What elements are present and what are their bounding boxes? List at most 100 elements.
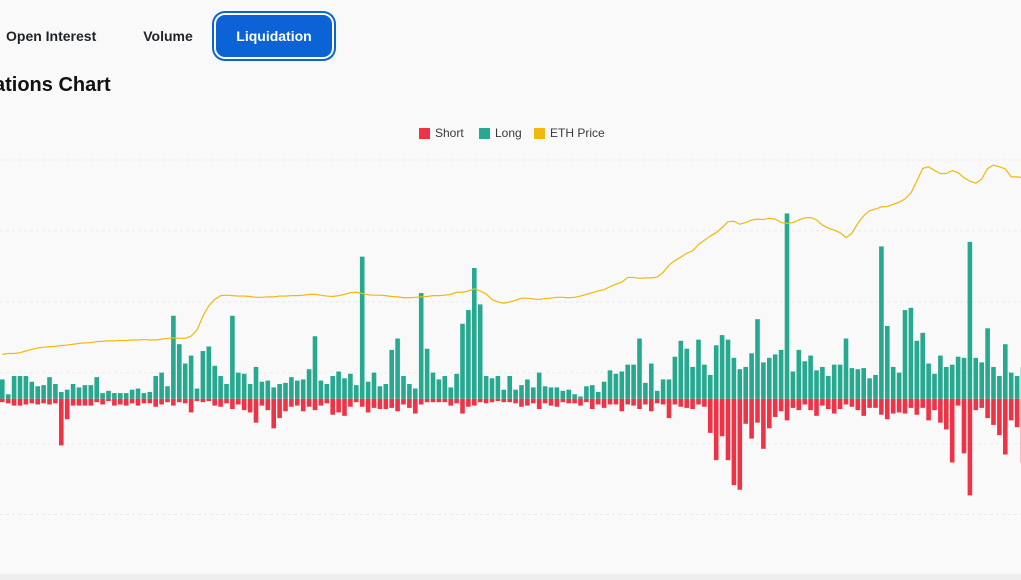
short-bar[interactable] xyxy=(961,398,967,454)
short-bar[interactable] xyxy=(873,398,878,408)
short-bar[interactable] xyxy=(100,398,105,405)
short-bar[interactable] xyxy=(230,398,235,410)
short-bar[interactable] xyxy=(554,398,560,407)
short-bar[interactable] xyxy=(265,398,271,411)
short-bar[interactable] xyxy=(902,398,908,414)
long-bar[interactable] xyxy=(253,366,259,399)
short-bar[interactable] xyxy=(672,398,678,405)
long-bar[interactable] xyxy=(985,328,990,399)
short-bar[interactable] xyxy=(41,398,46,404)
long-bar[interactable] xyxy=(637,338,642,399)
long-bar[interactable] xyxy=(1008,372,1014,399)
long-bar[interactable] xyxy=(595,391,601,399)
long-bar[interactable] xyxy=(519,385,524,399)
long-bar[interactable] xyxy=(542,386,548,399)
short-bar[interactable] xyxy=(365,398,371,413)
short-bar[interactable] xyxy=(536,398,542,410)
long-bar[interactable] xyxy=(926,363,931,399)
short-bar[interactable] xyxy=(613,398,619,405)
short-bar[interactable] xyxy=(59,398,64,446)
long-bar[interactable] xyxy=(241,373,247,399)
long-bar[interactable] xyxy=(820,366,825,399)
short-bar[interactable] xyxy=(194,398,200,402)
short-bar[interactable] xyxy=(619,398,625,412)
long-bar[interactable] xyxy=(660,379,666,399)
long-bar[interactable] xyxy=(94,377,99,399)
long-bar[interactable] xyxy=(212,365,217,399)
short-bar[interactable] xyxy=(5,398,11,404)
short-bar[interactable] xyxy=(601,398,607,408)
long-bar[interactable] xyxy=(436,379,442,399)
short-bar[interactable] xyxy=(112,398,117,406)
short-bar[interactable] xyxy=(401,398,406,405)
short-bar[interactable] xyxy=(802,398,807,405)
long-bar[interactable] xyxy=(749,353,754,399)
short-bar[interactable] xyxy=(82,398,88,406)
long-bar[interactable] xyxy=(395,338,400,399)
short-bar[interactable] xyxy=(0,398,5,403)
short-bar[interactable] xyxy=(772,398,778,417)
long-bar[interactable] xyxy=(442,376,448,399)
short-bar[interactable] xyxy=(377,398,383,410)
long-bar[interactable] xyxy=(483,376,489,399)
long-bar[interactable] xyxy=(991,366,996,399)
long-bar[interactable] xyxy=(448,387,453,399)
long-bar[interactable] xyxy=(849,368,855,399)
short-bar[interactable] xyxy=(123,398,129,406)
short-bar[interactable] xyxy=(979,398,984,408)
long-bar[interactable] xyxy=(359,256,365,399)
short-bar[interactable] xyxy=(826,398,831,410)
long-bar[interactable] xyxy=(831,364,837,399)
long-bar[interactable] xyxy=(318,380,324,399)
long-bar[interactable] xyxy=(548,387,554,399)
short-bar[interactable] xyxy=(967,398,973,496)
short-bar[interactable] xyxy=(790,398,796,408)
long-bar[interactable] xyxy=(879,246,884,399)
long-bar[interactable] xyxy=(572,394,577,399)
short-bar[interactable] xyxy=(424,398,430,403)
long-bar[interactable] xyxy=(194,388,200,399)
short-bar[interactable] xyxy=(761,398,766,449)
long-bar[interactable] xyxy=(861,368,866,399)
short-bar[interactable] xyxy=(70,398,76,406)
short-bar[interactable] xyxy=(666,398,672,419)
short-bar[interactable] xyxy=(932,398,937,411)
short-bar[interactable] xyxy=(47,398,52,405)
short-bar[interactable] xyxy=(129,398,135,404)
short-bar[interactable] xyxy=(29,398,35,404)
short-bar[interactable] xyxy=(436,398,442,403)
long-bar[interactable] xyxy=(737,369,743,399)
long-bar[interactable] xyxy=(0,379,5,399)
long-bar[interactable] xyxy=(808,355,813,399)
long-bar[interactable] xyxy=(790,371,796,399)
short-bar[interactable] xyxy=(755,398,760,423)
short-bar[interactable] xyxy=(448,398,453,406)
short-bar[interactable] xyxy=(531,398,536,404)
short-bar[interactable] xyxy=(820,398,825,406)
long-bar[interactable] xyxy=(118,393,123,399)
short-bar[interactable] xyxy=(159,398,164,405)
short-bar[interactable] xyxy=(743,398,748,424)
long-bar[interactable] xyxy=(206,346,212,399)
short-bar[interactable] xyxy=(277,398,282,419)
short-bar[interactable] xyxy=(507,398,512,403)
short-bar[interactable] xyxy=(560,398,566,403)
long-bar[interactable] xyxy=(625,364,630,399)
long-bar[interactable] xyxy=(649,363,654,399)
long-bar[interactable] xyxy=(182,363,188,399)
long-bar[interactable] xyxy=(908,307,914,399)
long-bar[interactable] xyxy=(348,373,353,399)
long-bar[interactable] xyxy=(619,371,625,399)
short-bar[interactable] xyxy=(843,398,849,405)
long-bar[interactable] xyxy=(784,213,790,399)
long-bar[interactable] xyxy=(1014,376,1020,399)
short-bar[interactable] xyxy=(247,398,253,413)
long-bar[interactable] xyxy=(177,344,182,399)
long-bar[interactable] xyxy=(678,340,684,399)
tab-open-interest[interactable]: Open Interest xyxy=(6,16,102,56)
short-bar[interactable] xyxy=(696,398,701,405)
short-bar[interactable] xyxy=(525,398,530,406)
long-bar[interactable] xyxy=(944,366,949,399)
long-bar[interactable] xyxy=(342,378,347,399)
short-bar[interactable] xyxy=(141,398,147,404)
